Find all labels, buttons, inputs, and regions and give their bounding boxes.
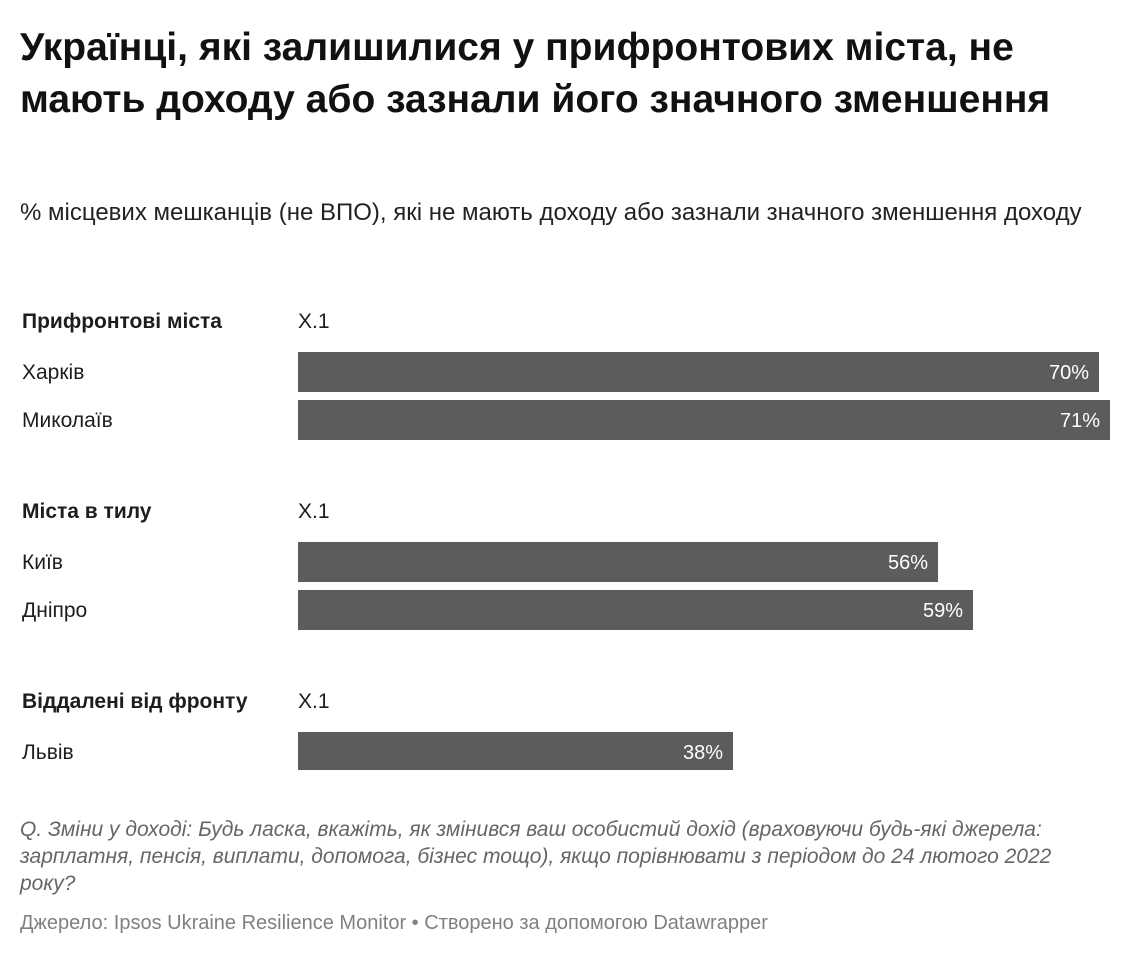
bar-category-label: Миколаїв — [22, 409, 113, 432]
group-heading: Віддалені від фронту — [22, 690, 248, 713]
source-separator: • — [411, 912, 419, 934]
bar-category-label: Дніпро — [22, 599, 87, 622]
column-label: X.1 — [298, 310, 330, 333]
source-credit: Створено за допомогою Datawrapper — [424, 912, 768, 934]
chart-source: Джерело: Ipsos Ukraine Resilience Monito… — [20, 910, 1110, 936]
source-name: Ipsos Ukraine Resilience Monitor — [113, 912, 407, 934]
column-label: X.1 — [298, 690, 330, 713]
bar — [298, 352, 1099, 392]
bar-value-label: 70% — [1049, 362, 1089, 384]
bar-value-label: 59% — [923, 600, 963, 622]
chart-title: Українці, які залишилися у прифронтових … — [20, 26, 1051, 121]
source-label: Джерело: — [20, 912, 109, 934]
bar-chart: Прифронтові міста X.1 Харків 70% Миколаїв 71%… — [22, 310, 1110, 770]
group-heading: Прифронтові міста — [22, 310, 222, 333]
bar-value-label: 71% — [1060, 410, 1100, 432]
chart-notes: Q. Зміни у доході: Будь ласка, вкажіть, … — [20, 818, 1052, 895]
bar — [298, 590, 973, 630]
column-label: X.1 — [298, 500, 330, 523]
bar — [298, 400, 1110, 440]
group-heading: Міста в тилу — [22, 500, 152, 523]
bar-category-label: Львів — [22, 741, 74, 764]
bar-value-label: 38% — [683, 742, 723, 764]
chart-subtitle: % місцевих мешканців (не ВПО), які не ма… — [20, 199, 1082, 226]
bar — [298, 542, 938, 582]
bar-category-label: Київ — [22, 551, 63, 574]
bar-value-label: 56% — [888, 552, 928, 574]
bar-category-label: Харків — [22, 361, 84, 384]
bar — [298, 732, 733, 770]
